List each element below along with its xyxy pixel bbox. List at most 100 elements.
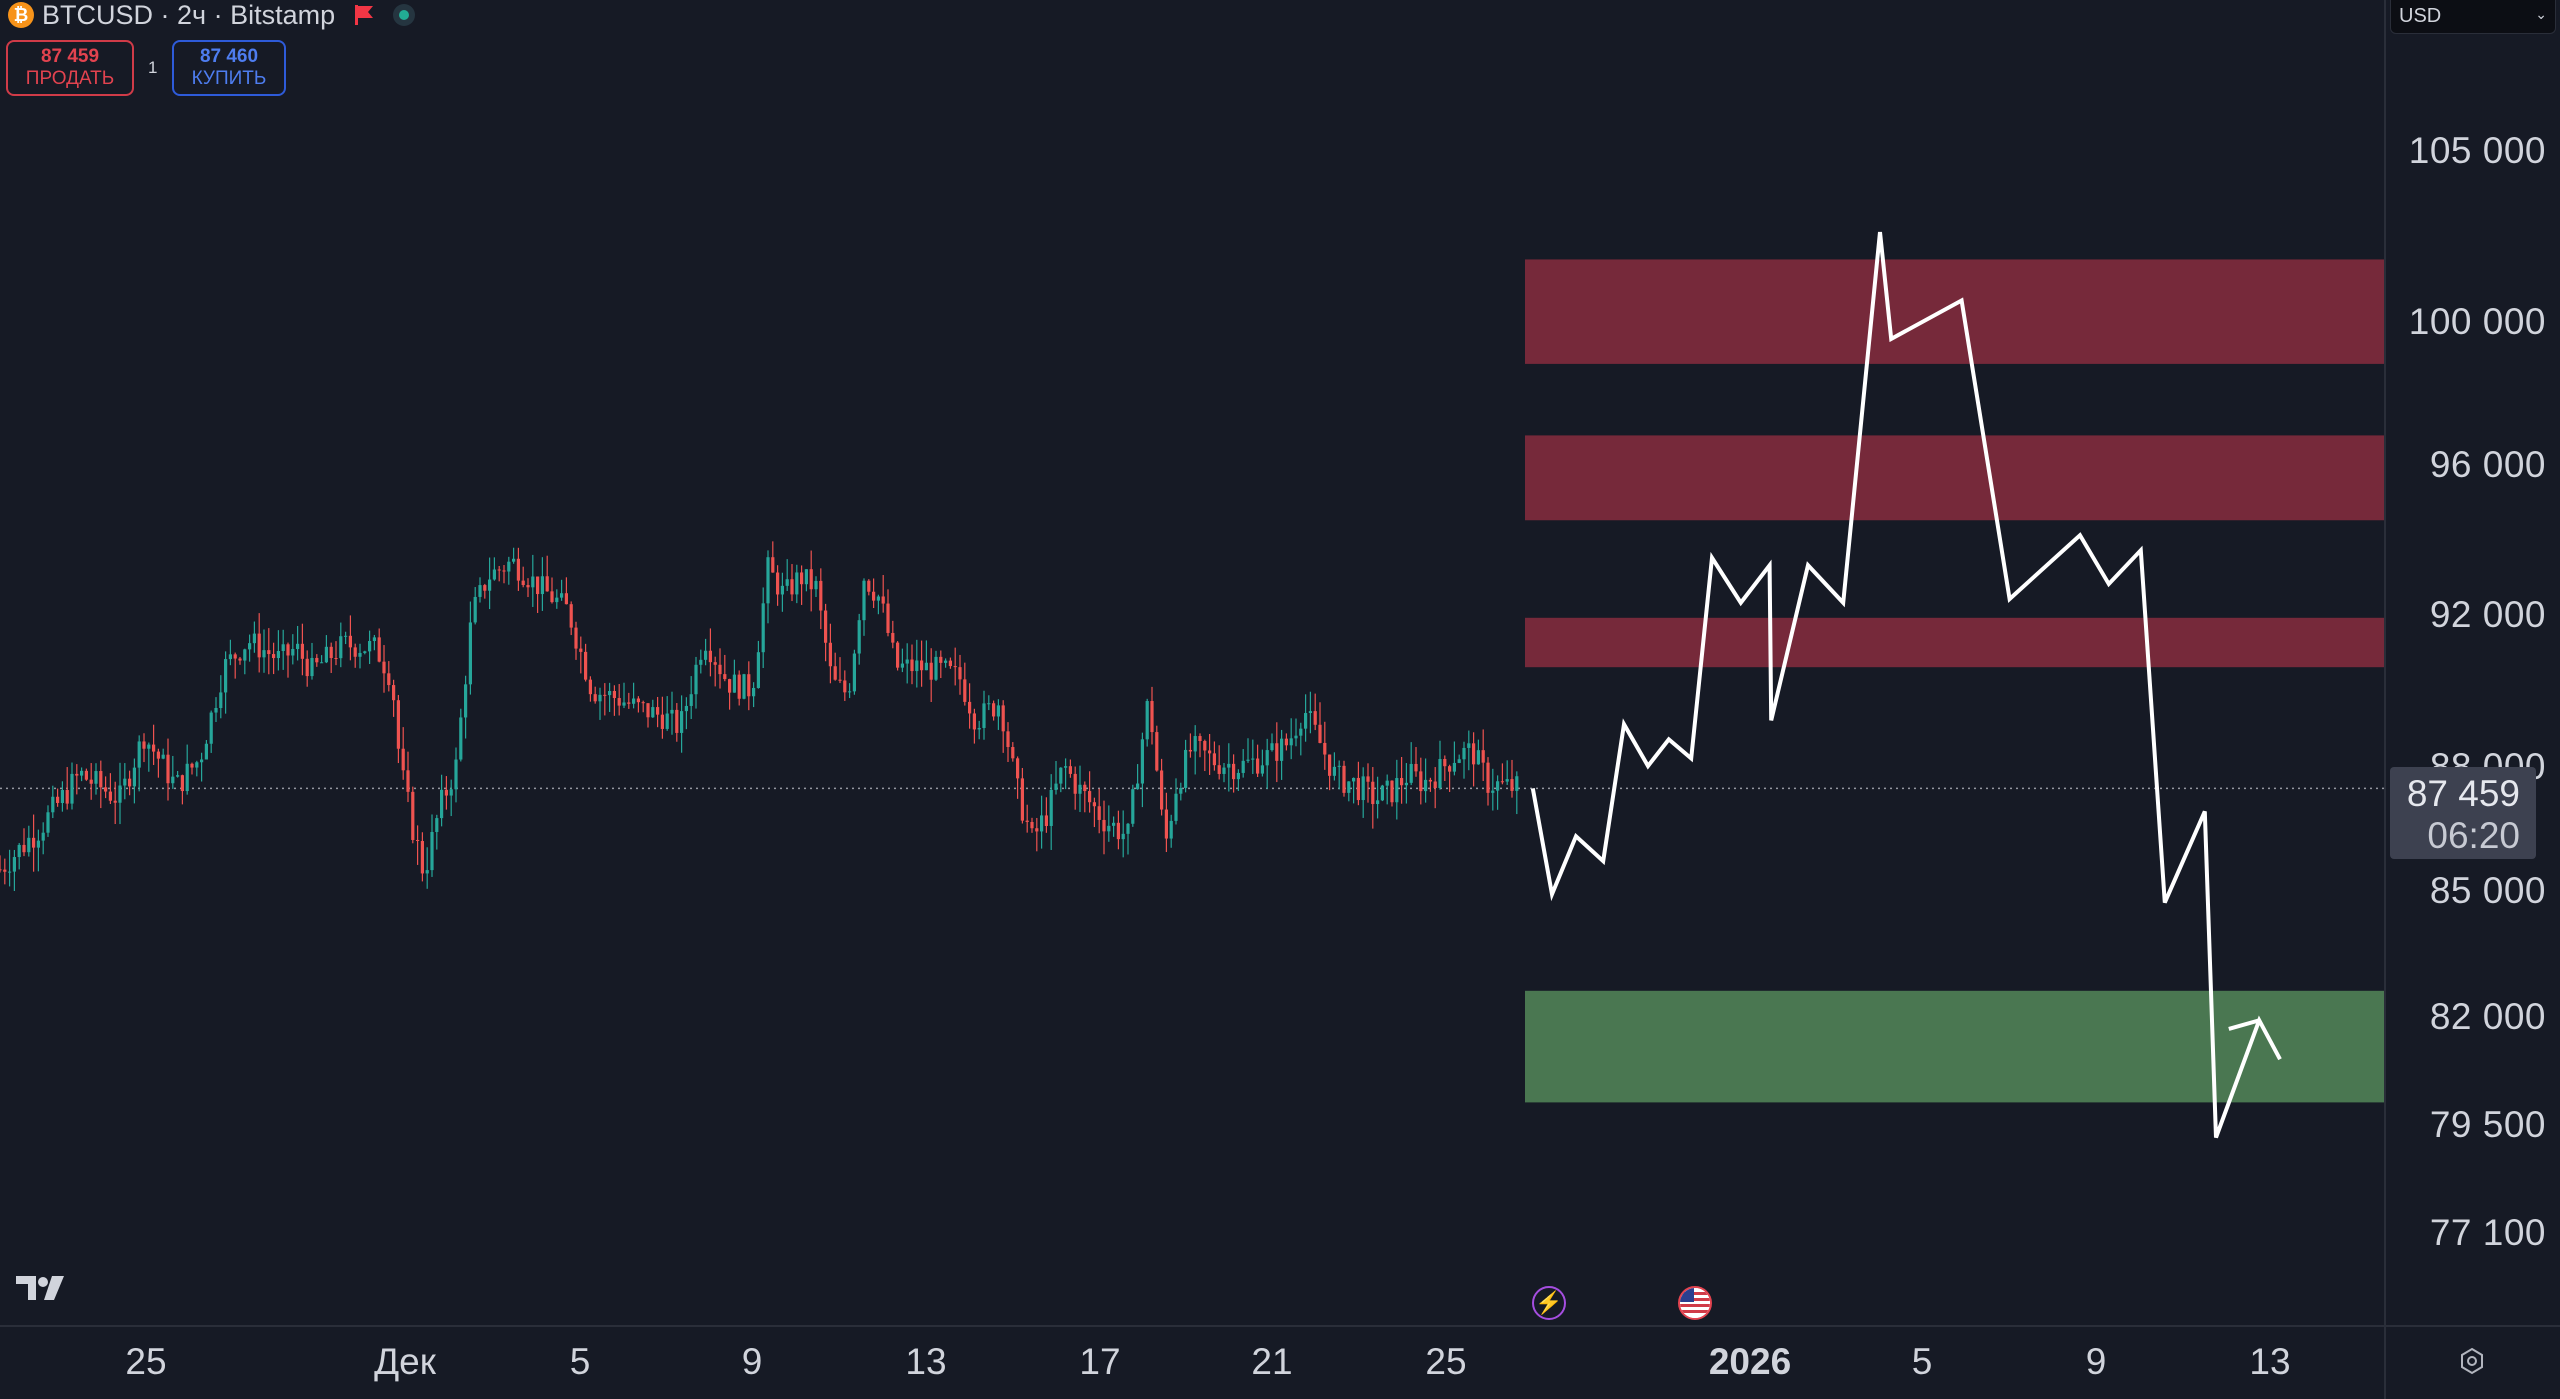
price-chart[interactable] — [0, 0, 2384, 1325]
candle-body — [843, 680, 847, 693]
candle-body — [219, 692, 223, 708]
candle-body — [286, 644, 290, 656]
candle-body — [94, 771, 98, 784]
price-tick: 85 000 — [2429, 870, 2546, 911]
candle-body — [1496, 781, 1500, 791]
candle-body — [905, 659, 909, 664]
candle-body — [564, 593, 568, 605]
candle-body — [1188, 749, 1192, 752]
candle-body — [1193, 736, 1197, 752]
candle-body — [1184, 749, 1188, 788]
time-tick: 9 — [741, 1341, 763, 1382]
candle-body — [46, 812, 50, 833]
resistance-zone — [1525, 435, 2384, 521]
candle-body — [1342, 765, 1346, 793]
resistance-zone — [1525, 259, 2384, 364]
candle-body — [104, 787, 108, 792]
chevron-down-icon: ⌄ — [2535, 6, 2547, 22]
candle-body — [876, 596, 880, 601]
candle-body — [948, 660, 952, 667]
candle-body — [300, 643, 304, 659]
candle-body — [1068, 766, 1072, 774]
symbol-title[interactable]: BTCUSD · 2ч · Bitstamp — [42, 0, 336, 30]
candle-body — [536, 576, 540, 595]
candle-body — [1227, 763, 1231, 768]
buy-button[interactable]: 87 460 КУПИТЬ — [172, 40, 286, 96]
candle-body — [147, 744, 151, 749]
candle-body — [392, 685, 396, 701]
market-status-icon[interactable] — [393, 4, 416, 26]
candle-body — [915, 660, 919, 672]
flag-icon[interactable] — [355, 5, 374, 25]
candle-body — [593, 694, 597, 702]
price-tick: 100 000 — [2408, 301, 2546, 342]
candle-body — [1241, 760, 1245, 773]
candle-body — [1476, 750, 1480, 765]
candle-body — [713, 662, 717, 665]
candle-body — [694, 664, 698, 695]
candle-body — [1337, 765, 1341, 767]
candle-body — [8, 871, 12, 873]
candle-body — [761, 603, 765, 653]
candle-body — [1385, 780, 1389, 786]
candle-body — [262, 650, 266, 658]
sell-button[interactable]: 87 459 ПРОДАТЬ — [6, 40, 134, 96]
chart-pane[interactable]: ₿ BTCUSD · 2ч · Bitstamp 87 459 ПРОДАТЬ … — [0, 0, 2384, 1325]
candle-body — [1203, 741, 1207, 751]
candle-body — [454, 759, 458, 790]
candle-body — [1433, 781, 1437, 788]
candle-body — [1102, 819, 1106, 832]
spread-value: 1 — [148, 58, 158, 77]
candle-body — [656, 707, 660, 715]
candle-body — [944, 660, 948, 663]
time-tick: 25 — [125, 1341, 167, 1382]
candle-body — [430, 832, 434, 871]
candle-body — [161, 754, 165, 759]
candle-body — [617, 698, 621, 706]
candle-body — [929, 662, 933, 680]
settings-icon[interactable] — [2458, 1347, 2486, 1375]
candle-body — [166, 754, 170, 784]
currency-select[interactable]: USD ⌄ — [2390, 0, 2556, 34]
candle-body — [156, 751, 160, 759]
candle-body — [1467, 743, 1471, 748]
candle-body — [665, 713, 669, 729]
candle-body — [1404, 782, 1408, 786]
candle-body — [704, 650, 708, 660]
candle-body — [1332, 766, 1336, 776]
candle-body — [646, 703, 650, 718]
candle-body — [612, 690, 616, 699]
candle-body — [1313, 711, 1317, 725]
candle-body — [1222, 767, 1226, 774]
candle-body — [1409, 763, 1413, 783]
candle-body — [1366, 776, 1370, 782]
candle-body — [872, 591, 876, 601]
candle-body — [732, 674, 736, 693]
price-tick: 92 000 — [2429, 594, 2546, 635]
candle-body — [377, 637, 381, 662]
candle-body — [320, 662, 324, 664]
candle-body — [1510, 779, 1514, 791]
candle-body — [1457, 759, 1461, 763]
candle-body — [756, 652, 760, 688]
flash-event-icon[interactable]: ⚡ — [1532, 1286, 1566, 1320]
time-tick: 17 — [1079, 1341, 1121, 1382]
candle-body — [276, 651, 280, 659]
candle-body — [80, 770, 84, 776]
candle-body — [372, 637, 376, 642]
candle-body — [819, 580, 823, 611]
candle-body — [632, 698, 636, 704]
tradingview-logo-icon[interactable] — [14, 1274, 66, 1302]
bitcoin-icon: ₿ — [8, 2, 34, 28]
candle-body — [56, 796, 60, 803]
time-scale[interactable]: 25 Дек 5 9 13 17 21 25 2026 5 9 13 — [0, 1325, 2384, 1399]
us-flag-event-icon[interactable] — [1678, 1286, 1712, 1320]
candle-body — [267, 650, 271, 655]
candle-body — [128, 778, 132, 787]
candle-body — [204, 743, 208, 760]
candle-body — [1064, 766, 1068, 768]
candle-body — [0, 869, 2, 871]
candle-body — [190, 763, 194, 768]
candle-body — [1395, 778, 1399, 803]
